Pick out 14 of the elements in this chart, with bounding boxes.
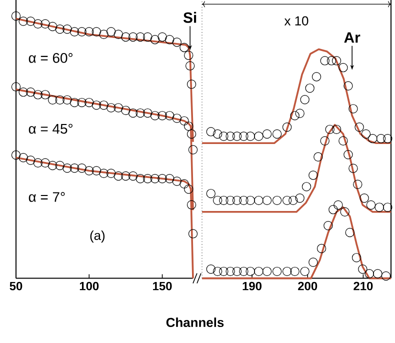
x-tick-label: 210	[354, 282, 373, 290]
annotation: (a)	[90, 230, 105, 243]
series-label: α = 60°	[28, 53, 72, 63]
x-axis-title: Channels	[166, 318, 224, 328]
x-tick-label: 200	[298, 282, 318, 290]
x-tick-label: 150	[153, 282, 172, 290]
x-tick-label: 50	[10, 282, 22, 290]
series-label: α = 7°	[28, 192, 65, 202]
x-tick-label: 100	[80, 282, 99, 290]
annotation: Ar	[344, 32, 360, 43]
series-label: α = 45°	[28, 124, 72, 134]
x-tick-label: 190	[242, 282, 262, 290]
text: x 10	[284, 16, 308, 26]
annotation: Si	[183, 12, 196, 23]
